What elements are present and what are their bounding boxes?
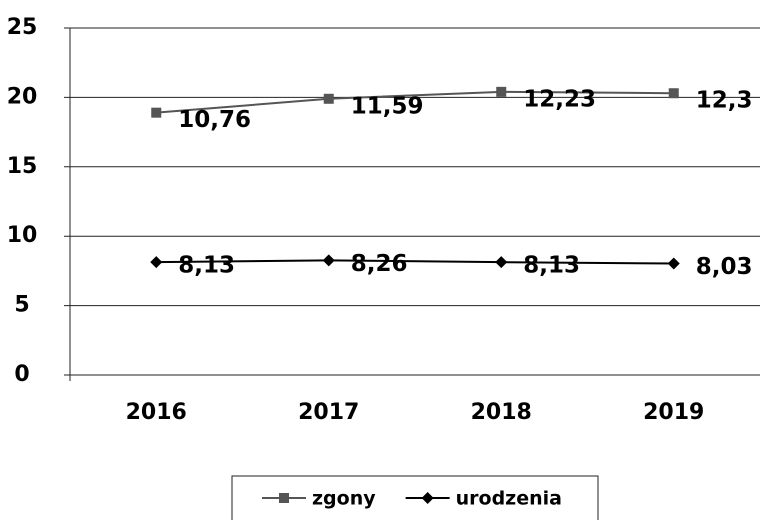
y-tick-label: 10 bbox=[7, 223, 38, 248]
data-point bbox=[668, 88, 679, 99]
data-point bbox=[151, 107, 162, 118]
y-tick-label: 0 bbox=[14, 362, 29, 387]
y-tick-label: 25 bbox=[7, 15, 38, 40]
data-label: 8,03 bbox=[696, 254, 753, 280]
x-tick-label: 2017 bbox=[298, 400, 359, 425]
series-line bbox=[156, 259, 674, 265]
data-label: 12,3 bbox=[696, 88, 753, 114]
y-tick-label: 20 bbox=[7, 84, 38, 109]
data-label: 11,59 bbox=[351, 93, 424, 119]
y-tick-label: 5 bbox=[14, 293, 29, 318]
x-tick-label: 2019 bbox=[643, 400, 704, 425]
legend-label: zgony bbox=[312, 488, 376, 510]
x-tick-label: 2016 bbox=[126, 400, 187, 425]
data-point bbox=[667, 257, 680, 270]
data-label: 12,23 bbox=[523, 86, 596, 112]
data-label: 10,76 bbox=[178, 107, 251, 133]
data-label: 8,26 bbox=[351, 251, 408, 277]
data-point bbox=[323, 93, 334, 104]
series-line bbox=[156, 90, 674, 114]
data-point bbox=[496, 86, 507, 97]
legend-label: urodzenia bbox=[456, 488, 562, 510]
data-point bbox=[322, 254, 335, 267]
data-label: 8,13 bbox=[178, 253, 235, 279]
x-tick-label: 2018 bbox=[471, 400, 532, 425]
y-tick-label: 15 bbox=[7, 154, 38, 179]
legend-marker bbox=[421, 492, 434, 504]
legend-marker bbox=[279, 493, 289, 503]
data-point bbox=[150, 256, 163, 269]
data-label: 8,13 bbox=[523, 253, 580, 279]
data-point bbox=[495, 256, 508, 269]
